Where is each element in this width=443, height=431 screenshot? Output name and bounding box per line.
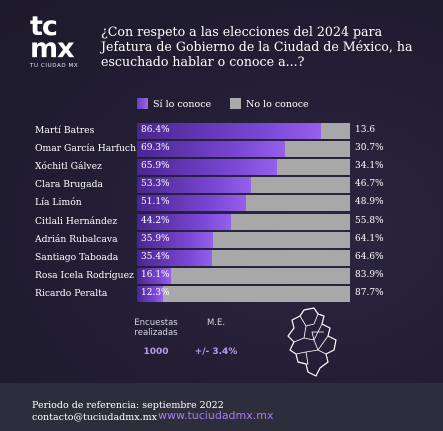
no-value-label: 30.7%: [355, 143, 384, 154]
stat-encuestas-value: 1000: [143, 347, 169, 357]
no-value-label: 83.9%: [355, 269, 384, 280]
candidate-name: Rosa Icela Rodríguez: [35, 269, 134, 281]
chart-row: Clara Brugada 53.3% 46.7%: [0, 177, 443, 194]
si-value-label: 65.9%: [141, 161, 170, 172]
si-value-label: 16.1%: [141, 269, 170, 280]
legend-label-si: Sí lo conoce: [153, 99, 212, 110]
bar-si-segment: [137, 123, 322, 139]
legend-swatch-si: [137, 98, 148, 109]
stat-encuestas: Encuestas realizadas 1000: [131, 318, 181, 357]
stat-me-value: +/- 3.4%: [194, 347, 238, 357]
chart-row: Martí Batres 86.4% 13.6: [0, 123, 443, 139]
si-value-label: 51.1%: [141, 197, 170, 208]
footer-contacto[interactable]: contacto@tuciudadmx.mx: [32, 412, 157, 423]
cdmx-map-icon: [287, 307, 337, 377]
no-value-label: 87.7%: [355, 287, 384, 298]
stat-me-label: M.E.: [206, 318, 226, 328]
candidate-name: Santiago Taboada: [35, 251, 119, 263]
si-value-label: 35.4%: [141, 251, 170, 262]
si-value-label: 35.9%: [141, 233, 170, 244]
no-value-label: 34.1%: [355, 161, 384, 172]
no-value-label: 46.7%: [355, 179, 384, 190]
chart-row: Omar García Harfuch 69.3% 30.7%: [0, 141, 443, 158]
bar-no-segment: 16.1%: [137, 267, 350, 284]
chart-row: Citlali Hernández 44.2% 55.8%: [0, 213, 443, 230]
bar-si-segment: [137, 177, 251, 194]
bar-si-segment: [137, 195, 246, 212]
stat-margin-error: M.E. +/- 3.4%: [186, 318, 246, 357]
bar-si-segment: [137, 213, 232, 230]
legend-item-si: Sí lo conoce: [137, 98, 211, 110]
chart-row: Rosa Icela Rodríguez 16.1% 83.9%: [0, 267, 443, 284]
legend-label-no: No lo conoce: [246, 99, 309, 110]
stat-encuestas-label: Encuestas realizadas: [134, 318, 178, 338]
bar-no-segment: 65.9%: [137, 159, 350, 176]
bar-no-segment: 44.2%: [137, 213, 350, 230]
chart-row: Ricardo Peralta 12.3% 87.7%: [0, 285, 443, 302]
candidate-name: Ricardo Peralta: [35, 287, 108, 299]
chart-row: Lía Limón 51.1% 48.9%: [0, 195, 443, 212]
no-value-label: 13.6: [355, 125, 376, 135]
no-value-label: 48.9%: [355, 197, 384, 208]
bar-no-segment: 53.3%: [137, 177, 350, 194]
chart-row: Xóchitl Gálvez 65.9% 34.1%: [0, 159, 443, 176]
bar-si-segment: [137, 141, 285, 158]
logo-text-tc: tc: [30, 11, 58, 42]
candidate-name: Xóchitl Gálvez: [35, 161, 102, 173]
no-value-label: 64.6%: [355, 251, 384, 262]
candidate-name: Martí Batres: [35, 125, 95, 136]
bar-no-segment: 51.1%: [137, 195, 350, 212]
bar-no-segment: 86.4%: [137, 123, 350, 139]
tcmx-logo: tc mx TU CIUDAD MX: [30, 11, 82, 69]
footer: Periodo de referencia: septiembre 2022 c…: [0, 383, 443, 431]
bar-si-segment: [137, 267, 172, 284]
candidate-name: Adrián Rubalcava: [35, 233, 118, 245]
no-value-label: 55.8%: [355, 215, 384, 226]
bar-si-segment: [137, 231, 214, 248]
candidate-name: Clara Brugada: [35, 179, 104, 191]
si-value-label: 12.3%: [141, 287, 170, 298]
chart-title: ¿Con respeto a las elecciones del 2024 p…: [101, 24, 413, 69]
chart-row: Santiago Taboada 35.4% 64.6%: [0, 249, 443, 266]
bar-no-segment: 69.3%: [137, 141, 350, 158]
footer-periodo: Periodo de referencia: septiembre 2022: [32, 400, 224, 411]
si-value-label: 86.4%: [141, 125, 170, 135]
no-value-label: 64.1%: [355, 233, 384, 244]
bar-si-segment: [137, 285, 164, 302]
legend-swatch-no: [230, 98, 241, 109]
bar-si-segment: [137, 159, 278, 176]
candidate-name: Citlali Hernández: [35, 215, 118, 227]
bar-no-segment: 35.4%: [137, 249, 350, 266]
si-value-label: 44.2%: [141, 215, 170, 226]
chart-row: Adrián Rubalcava 35.9% 64.1%: [0, 231, 443, 248]
bar-si-segment: [137, 249, 213, 266]
logo-subtitle: TU CIUDAD MX: [30, 63, 79, 69]
candidate-name: Omar García Harfuch: [35, 143, 136, 155]
candidate-name: Lía Limón: [35, 197, 82, 209]
legend-item-no: No lo conoce: [230, 98, 309, 110]
si-value-label: 53.3%: [141, 179, 170, 190]
logo-text-mx: mx: [30, 33, 75, 64]
bar-no-segment: 35.9%: [137, 231, 350, 248]
footer-web-link[interactable]: www.tuciudadmx.mx: [158, 409, 274, 422]
si-value-label: 69.3%: [141, 143, 170, 154]
bar-no-segment: 12.3%: [137, 285, 350, 302]
